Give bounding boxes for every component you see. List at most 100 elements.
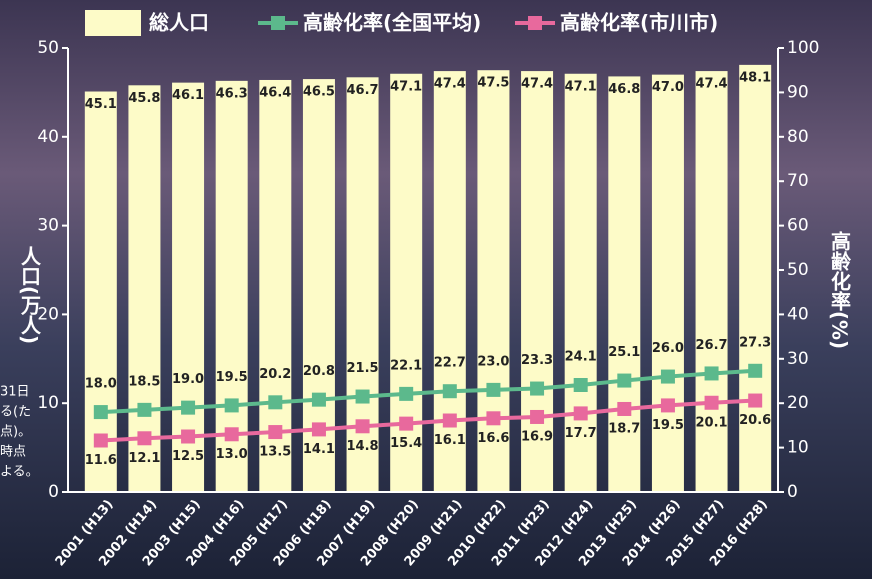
bar-value-label: 46.8 xyxy=(608,82,640,97)
y2-tick-label: 10 xyxy=(787,438,809,458)
line-value-label: 16.9 xyxy=(521,429,553,444)
marker xyxy=(312,393,326,407)
y-tick-label: 40 xyxy=(37,127,59,147)
marker xyxy=(661,370,675,384)
line-value-label: 23.0 xyxy=(477,354,509,369)
line-value-label: 25.1 xyxy=(608,345,640,360)
marker xyxy=(181,430,195,444)
side-note: る(た xyxy=(0,405,31,420)
bar-value-label: 46.3 xyxy=(216,86,248,101)
line-value-label: 14.1 xyxy=(303,442,335,457)
y-tick-label: 20 xyxy=(37,304,59,324)
bar-value-label: 47.4 xyxy=(521,77,553,92)
bar xyxy=(128,85,160,492)
marker xyxy=(705,396,719,410)
line-value-label: 19.5 xyxy=(652,418,684,433)
marker xyxy=(225,427,239,441)
bar-value-label: 47.1 xyxy=(565,79,597,94)
line-value-label: 20.6 xyxy=(739,413,771,428)
bar xyxy=(477,70,509,492)
bar-value-label: 46.4 xyxy=(259,85,291,100)
marker xyxy=(574,378,588,392)
line-value-label: 12.5 xyxy=(172,449,204,464)
bar-value-label: 47.0 xyxy=(652,80,684,95)
legend-label: 高齢化率(全国平均) xyxy=(303,11,481,35)
line-value-label: 15.4 xyxy=(390,436,422,451)
marker xyxy=(748,364,762,378)
line-value-label: 21.5 xyxy=(347,361,379,376)
line-value-label: 13.0 xyxy=(216,447,248,462)
bar-value-label: 47.1 xyxy=(390,79,422,94)
line-value-label: 18.5 xyxy=(128,374,160,389)
legend-marker xyxy=(528,16,542,30)
y2-tick-label: 30 xyxy=(787,349,809,369)
marker xyxy=(312,422,326,436)
bar-value-label: 48.1 xyxy=(739,70,771,85)
line-value-label: 13.5 xyxy=(259,445,291,460)
bar xyxy=(85,92,117,492)
marker xyxy=(268,395,282,409)
marker xyxy=(94,405,108,419)
line-value-label: 19.5 xyxy=(216,370,248,385)
marker xyxy=(530,382,544,396)
line-value-label: 11.6 xyxy=(85,453,117,468)
line-value-label: 26.7 xyxy=(696,338,728,353)
y2-tick-label: 40 xyxy=(787,304,809,324)
bar-value-label: 47.5 xyxy=(477,76,509,91)
line-value-label: 17.7 xyxy=(565,426,597,441)
bar-value-label: 46.5 xyxy=(303,85,335,100)
line-value-label: 26.0 xyxy=(652,341,684,356)
marker xyxy=(574,406,588,420)
y-tick-label: 30 xyxy=(37,216,59,236)
y2-tick-label: 90 xyxy=(787,82,809,102)
bar-value-label: 45.8 xyxy=(128,91,160,106)
line-value-label: 24.1 xyxy=(565,349,597,364)
line-value-label: 22.1 xyxy=(390,358,422,373)
y2-tick-label: 100 xyxy=(787,38,819,58)
y2-tick-label: 50 xyxy=(787,260,809,280)
side-note: 31日 xyxy=(0,385,30,400)
marker xyxy=(661,398,675,412)
side-note: よる。 xyxy=(0,465,39,480)
marker xyxy=(443,384,457,398)
side-note: 点)。 xyxy=(0,425,31,440)
chart: 人口(万人) 高齢化率(%) 31日る(た点)。時点よる。 45.1 45.8 46.… xyxy=(0,0,872,579)
y2-tick-label: 20 xyxy=(787,393,809,413)
y2-tick-label: 60 xyxy=(787,216,809,236)
marker xyxy=(486,383,500,397)
line-value-label: 19.0 xyxy=(172,372,204,387)
legend-swatch xyxy=(85,10,141,36)
marker xyxy=(617,374,631,388)
y-axis-label: 人口(万人) xyxy=(18,245,42,344)
line-value-label: 18.0 xyxy=(85,377,117,392)
y-tick-label: 0 xyxy=(48,482,59,502)
bar-value-label: 45.1 xyxy=(85,97,117,112)
marker xyxy=(181,401,195,415)
marker xyxy=(225,398,239,412)
marker xyxy=(94,433,108,447)
line-value-label: 20.2 xyxy=(259,367,291,382)
line-value-label: 16.1 xyxy=(434,433,466,448)
line-value-label: 20.8 xyxy=(303,364,335,379)
bar-value-label: 46.1 xyxy=(172,88,204,103)
line-value-label: 18.7 xyxy=(608,421,640,436)
y2-tick-label: 0 xyxy=(787,482,798,502)
bar xyxy=(434,71,466,492)
marker xyxy=(617,402,631,416)
marker xyxy=(530,410,544,424)
marker xyxy=(137,431,151,445)
y-tick-label: 10 xyxy=(37,393,59,413)
bar-value-label: 46.7 xyxy=(347,83,379,98)
side-note: 時点 xyxy=(0,445,26,460)
y2-axis-label: 高齢化率(%) xyxy=(828,229,852,349)
y-tick-label: 50 xyxy=(37,38,59,58)
y2-tick-label: 80 xyxy=(787,127,809,147)
marker xyxy=(399,387,413,401)
bar-value-label: 47.4 xyxy=(434,77,466,92)
y2-tick-label: 70 xyxy=(787,171,809,191)
marker xyxy=(705,366,719,380)
line-value-label: 22.7 xyxy=(434,356,466,371)
marker xyxy=(399,417,413,431)
marker xyxy=(268,425,282,439)
line-value-label: 12.1 xyxy=(128,451,160,466)
